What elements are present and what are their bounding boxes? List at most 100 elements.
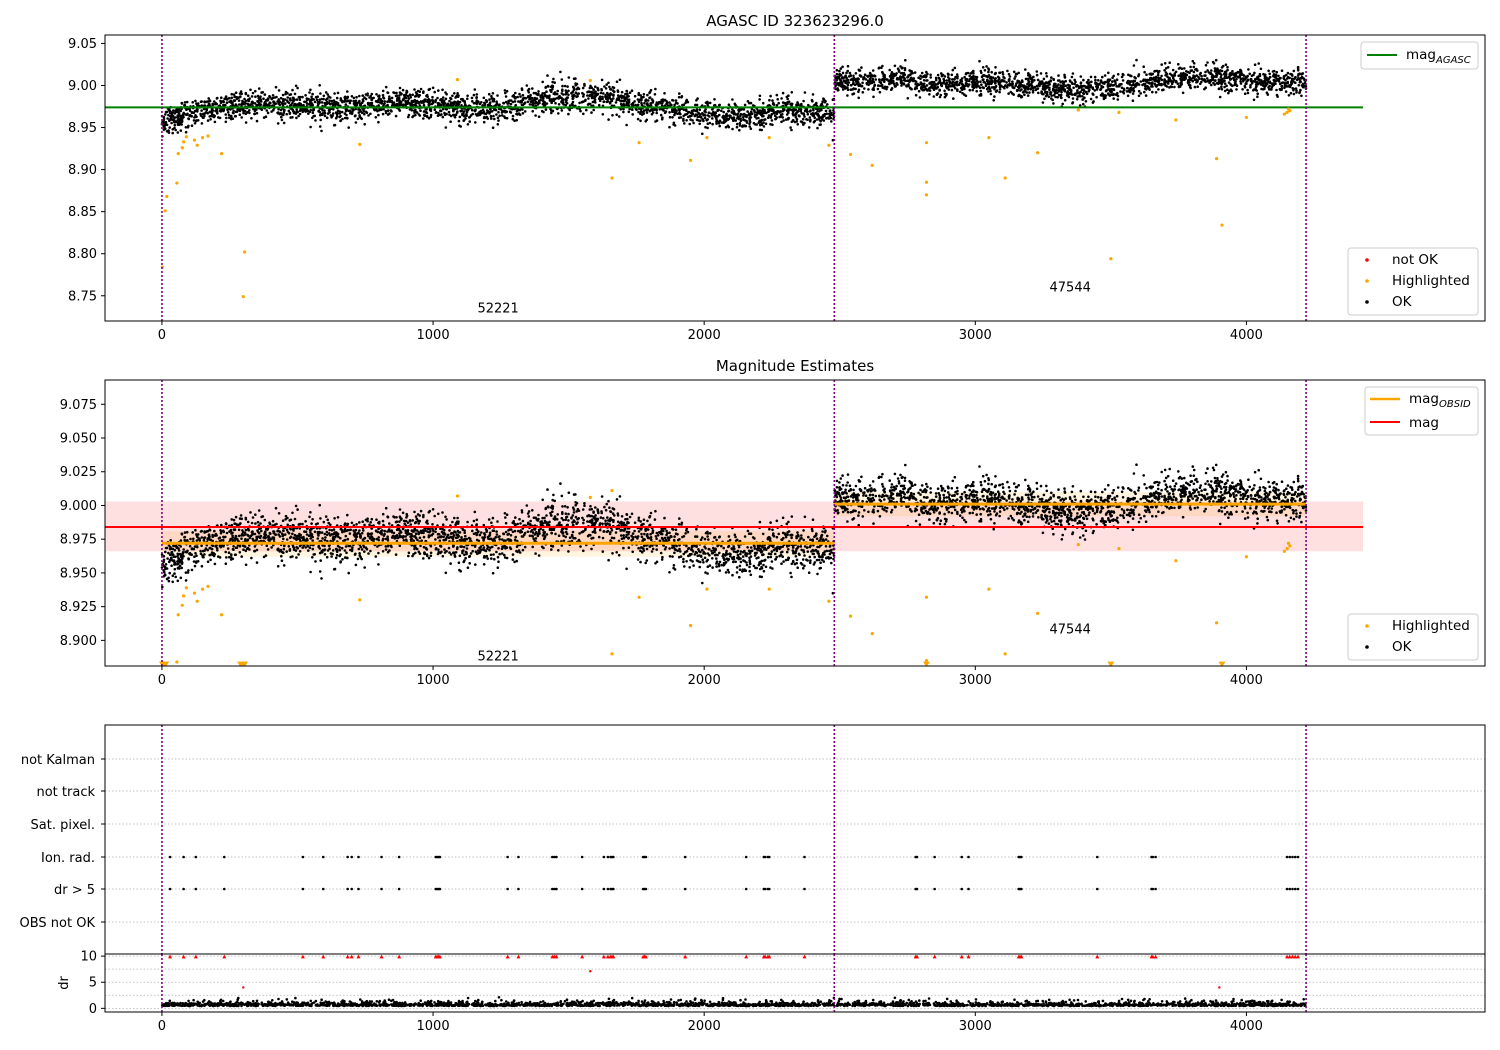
ok-point (561, 84, 564, 88)
ok-point (505, 110, 508, 113)
ok-point (1073, 78, 1076, 82)
ok-point (729, 114, 732, 118)
ok-point (1012, 70, 1016, 74)
ok-point (935, 93, 939, 96)
ok-point (599, 95, 602, 98)
ok-point (1228, 89, 1231, 93)
ok-point (1103, 74, 1107, 77)
ok-point (1188, 84, 1192, 87)
ok-point (780, 120, 783, 124)
ok-point (790, 91, 794, 94)
ok-point (416, 89, 420, 93)
ok-point (1132, 88, 1135, 92)
ok-point (807, 571, 811, 574)
ok-point (671, 110, 674, 113)
ok-point (529, 95, 532, 99)
ok-point (1157, 71, 1160, 74)
ok-point (1071, 97, 1075, 100)
ok-point (854, 87, 857, 91)
ok-point (718, 113, 721, 117)
ok-point (346, 537, 350, 541)
ok-point (678, 92, 681, 95)
ok-point (782, 108, 786, 111)
ok-point (616, 89, 620, 92)
ok-point (571, 94, 574, 98)
ok-point (615, 113, 618, 116)
ok-point (490, 110, 494, 113)
ok-point (425, 114, 429, 118)
ok-point (567, 89, 570, 93)
ok-point (503, 89, 507, 92)
ok-point (550, 548, 553, 551)
ok-point (181, 114, 185, 117)
ok-point (191, 101, 194, 104)
ok-point (182, 548, 185, 551)
ok-point (952, 97, 955, 100)
ok-point (727, 125, 731, 129)
ok-point (495, 533, 499, 536)
ok-point (600, 78, 604, 82)
ok-point (947, 85, 950, 89)
ok-point (1179, 77, 1182, 80)
ok-point (531, 110, 534, 113)
ok-point (722, 110, 725, 114)
ok-point (525, 84, 529, 87)
ok-point (251, 101, 255, 105)
ok-point (437, 102, 441, 105)
ok-point (618, 78, 622, 82)
ok-point (605, 83, 608, 86)
ok-point (749, 127, 753, 130)
ok-point (277, 89, 281, 92)
ok-point (390, 100, 394, 104)
ok-point (678, 517, 681, 520)
ok-point (1107, 71, 1110, 75)
ok-point (1157, 76, 1160, 80)
ok-point (260, 100, 263, 103)
ok-point (1189, 78, 1193, 81)
ok-point (260, 91, 263, 94)
ok-point (1013, 77, 1016, 80)
ok-point (1131, 92, 1135, 95)
ok-point (953, 66, 957, 70)
ok-point (420, 101, 424, 104)
ok-point (513, 119, 516, 122)
ok-point (549, 85, 553, 89)
ok-point (386, 109, 390, 112)
ok-point (817, 118, 821, 121)
ok-point (715, 122, 718, 125)
ok-point (1033, 78, 1036, 82)
ok-point (244, 528, 248, 532)
ok-point (484, 99, 488, 102)
ok-point (201, 115, 204, 118)
ok-point (872, 95, 875, 99)
ok-point (482, 120, 486, 124)
ok-point (782, 119, 785, 122)
ok-point (309, 88, 312, 92)
ok-point (474, 108, 477, 112)
ok-point (694, 103, 697, 107)
ok-point (215, 102, 218, 106)
ok-point (350, 95, 354, 98)
ok-point (611, 114, 614, 117)
ok-point (544, 108, 548, 111)
ok-point (1156, 73, 1160, 77)
ok-point (330, 555, 333, 558)
ok-point (706, 122, 710, 125)
ok-point (963, 75, 966, 79)
ok-point (1148, 72, 1151, 76)
ok-point (388, 95, 391, 98)
ok-point (339, 97, 343, 100)
ok-point (1141, 83, 1144, 87)
ok-point (713, 115, 717, 118)
ok-point (384, 548, 388, 551)
ok-point (948, 80, 952, 83)
ok-point (715, 120, 718, 123)
ok-point (943, 75, 947, 78)
ok-point (253, 102, 257, 105)
ok-point (562, 539, 566, 543)
ok-point (771, 99, 774, 102)
ok-point (244, 101, 247, 105)
ok-point (819, 123, 822, 126)
ok-point (543, 91, 546, 95)
